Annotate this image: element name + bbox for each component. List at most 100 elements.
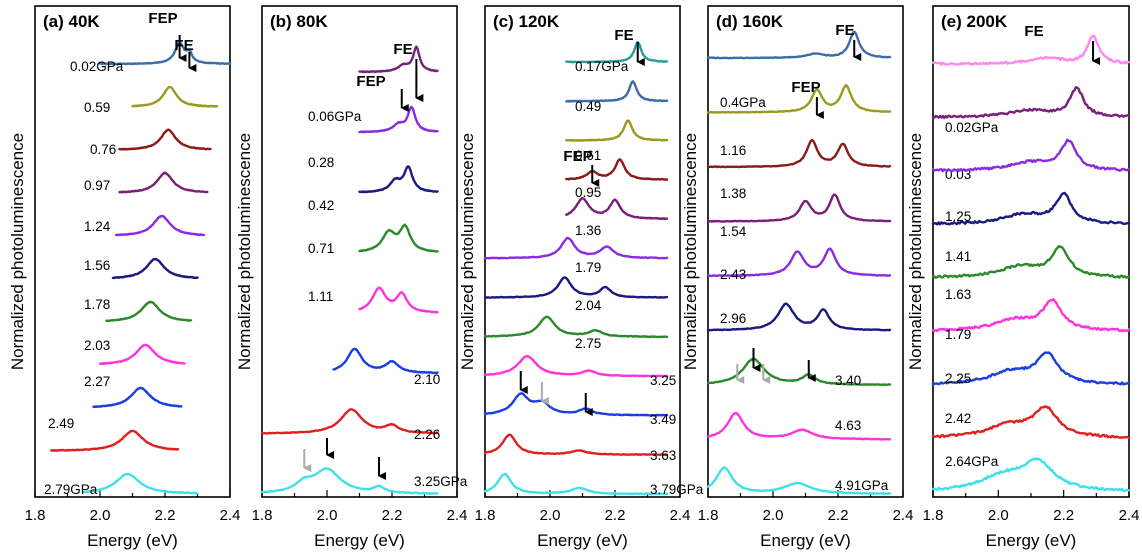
trace-label: 1.25	[945, 209, 971, 224]
trace-label: 0.95	[575, 185, 601, 200]
x-tick-label: 2.4	[220, 507, 241, 524]
x-tick-label: 2.2	[382, 507, 403, 524]
pl-trace-4.91GPa	[706, 466, 892, 495]
pl-trace-1.36	[565, 196, 669, 221]
panel-title: (d) 160K	[716, 12, 784, 31]
trace-label: 2.42	[945, 411, 971, 426]
x-axis-label: Energy (eV)	[537, 531, 628, 550]
trace-label: 2.49	[48, 416, 74, 431]
pl-trace-2.49	[50, 429, 180, 452]
x-axis-label: Energy (eV)	[986, 531, 1077, 550]
pl-trace-1.38	[706, 138, 892, 169]
pl-trace-0.59	[131, 85, 219, 108]
panel-3: 1.8 2.0 2.2 2.4 Energy (eV) Normalized photol…	[458, 5, 704, 550]
pl-trace-4.63	[706, 412, 892, 441]
x-tick-label: 1.8	[923, 507, 944, 524]
annotation-fep: FEP	[563, 148, 592, 165]
pl-trace-3.25GPa	[260, 467, 439, 495]
pl-trace-1.63	[931, 244, 1131, 279]
trace-label: 0.61	[575, 148, 601, 163]
trace-label: 1.16	[720, 143, 746, 158]
trace-label: 1.11	[308, 289, 333, 304]
annotation-fe: FE	[835, 22, 854, 39]
y-axis-label: Normalized photoluminescence	[8, 133, 27, 370]
trace-label: 1.54	[720, 224, 747, 239]
pl-trace-1.11	[358, 286, 439, 314]
trace-label: 4.63	[835, 418, 861, 433]
trace-label: 2.25	[945, 371, 971, 386]
pl-trace-1.54	[706, 193, 892, 223]
pl-trace-0.02GPa	[931, 34, 1131, 67]
pl-trace-3.79GPa	[483, 472, 669, 496]
trace-label: 3.25GPa	[414, 474, 468, 489]
trace-label: 2.79GPa	[44, 482, 98, 497]
annotation-fep: FEP	[148, 10, 177, 27]
pl-trace-0.95	[565, 158, 669, 181]
pl-trace-2.75	[483, 315, 669, 339]
trace-label: 1.56	[84, 258, 110, 273]
trace-label: 3.63	[650, 448, 676, 463]
pl-trace-3.63	[483, 433, 669, 457]
annotation-fe: FE	[1024, 23, 1043, 40]
trace-label: 1.41	[945, 249, 971, 264]
pl-trace-2.25	[931, 351, 1131, 386]
pl-trace-0.17GPa	[565, 41, 669, 64]
pl-trace-2.64GPa	[931, 457, 1131, 493]
panel-4: 1.8 2.0 2.2 2.4 Energy (eV) Normalized photol…	[681, 5, 913, 550]
trace-label: 2.64GPa	[945, 454, 999, 469]
pl-trace-2.79GPa	[82, 472, 199, 495]
trace-label: 0.97	[84, 178, 110, 193]
x-tick-label: 2.2	[828, 507, 849, 524]
pl-trace-0.02GPa	[98, 41, 232, 66]
pl-trace-2.04	[483, 276, 669, 299]
y-axis-label: Normalized photoluminescence	[235, 133, 254, 370]
trace-label: 2.26	[414, 427, 440, 442]
x-tick-label: 1.8	[698, 507, 719, 524]
trace-label: 2.75	[575, 336, 601, 351]
x-tick-label: 2.0	[540, 507, 561, 524]
y-axis-label: Normalized photoluminescence	[906, 133, 925, 370]
x-tick-label: 2.4	[1119, 507, 1140, 524]
pl-trace-0.28	[358, 105, 439, 134]
x-tick-label: 2.4	[447, 507, 468, 524]
pl-trace-2.43	[706, 247, 892, 278]
trace-label: 1.63	[945, 287, 971, 302]
trace-label: 1.36	[575, 223, 601, 238]
pl-trace-3.40	[706, 357, 892, 386]
pl-trace-2.27	[92, 386, 183, 409]
pl-trace-0.61	[565, 119, 669, 142]
pl-trace-3.25	[483, 354, 669, 378]
pl-trace-0.03	[931, 86, 1131, 120]
trace-label: 2.03	[84, 338, 110, 353]
trace-label: 1.79	[945, 327, 971, 342]
x-tick-label: 1.8	[25, 507, 46, 524]
x-tick-label: 2.2	[155, 507, 176, 524]
pl-trace-1.16	[706, 83, 892, 114]
panel-5: 1.8 2.0 2.2 2.4 Energy (eV) Normalized photol…	[906, 5, 1140, 550]
pl-trace-1.79	[483, 236, 669, 260]
trace-label: 3.79GPa	[650, 482, 704, 497]
annotation-fe: FE	[174, 37, 193, 54]
trace-label: 3.49	[650, 412, 676, 427]
trace-label: 2.43	[720, 267, 746, 282]
trace-label: 2.04	[575, 298, 602, 313]
trace-label: 1.78	[84, 297, 110, 312]
pl-trace-2.26	[260, 408, 439, 435]
trace-label: 0.02GPa	[70, 59, 124, 74]
pl-trace-0.76	[118, 128, 212, 151]
trace-label: 1.24	[84, 219, 111, 234]
panel-title: (e) 200K	[941, 12, 1008, 31]
x-tick-label: 2.0	[988, 507, 1009, 524]
x-tick-label: 2.0	[763, 507, 784, 524]
panel-1: 1.8 2.0 2.2 2.4 Energy (eV) Normalized photol…	[8, 5, 241, 550]
pl-trace-0.49	[565, 80, 669, 103]
trace-label: 1.79	[575, 260, 601, 275]
pl-trace-0.71	[358, 223, 439, 253]
y-axis-label: Normalized photoluminescence	[458, 133, 477, 370]
pl-trace-1.78	[105, 300, 193, 323]
pl-trace-1.79	[931, 298, 1131, 333]
trace-label: 0.49	[575, 99, 601, 114]
panel-title: (b) 80K	[270, 12, 328, 31]
annotation-fe: FE	[393, 41, 412, 58]
